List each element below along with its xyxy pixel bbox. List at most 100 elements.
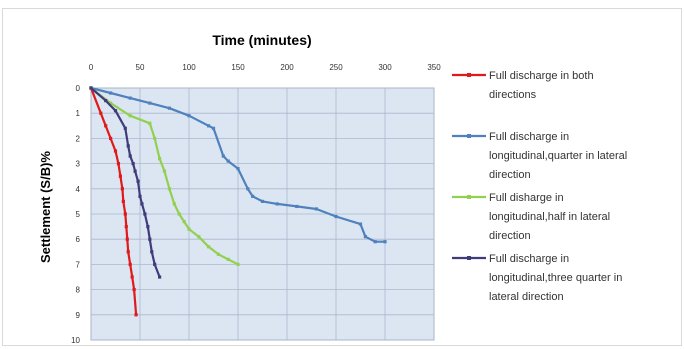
- data-point: [150, 250, 154, 254]
- legend-label: Full discharge in both: [489, 70, 594, 82]
- data-point: [167, 187, 171, 191]
- legend-marker: [467, 73, 471, 77]
- data-point: [158, 275, 162, 279]
- data-point: [130, 275, 134, 279]
- series-3: [89, 86, 240, 266]
- y-tick-label: 10: [71, 336, 80, 345]
- data-point: [236, 262, 240, 266]
- legend-entry: Full discharge in longitudinal,quarter in…: [452, 131, 627, 181]
- data-point: [126, 250, 130, 254]
- data-point: [124, 225, 128, 229]
- data-point: [118, 174, 122, 178]
- series-2: [89, 86, 387, 244]
- legend-marker: [467, 134, 471, 138]
- data-point: [134, 313, 138, 317]
- y-tick-label: 6: [76, 235, 81, 244]
- data-point: [383, 240, 387, 244]
- data-point: [363, 235, 367, 239]
- data-point: [251, 194, 255, 198]
- data-point: [125, 237, 129, 241]
- legend-label: Full discharge in: [489, 131, 569, 143]
- data-point: [207, 124, 211, 128]
- legend-label: direction: [489, 230, 531, 242]
- x-tick-label: 300: [378, 63, 392, 72]
- x-tick-label: 250: [329, 63, 343, 72]
- data-point: [148, 101, 152, 105]
- data-point: [126, 144, 130, 148]
- chart-title: Time (minutes): [212, 32, 311, 48]
- y-axis-label: Settlement (S/B)%: [38, 151, 53, 263]
- data-point: [358, 222, 363, 226]
- x-tick-label: 150: [231, 63, 245, 72]
- legend-label: Full disharge in: [489, 192, 564, 204]
- y-tick-label: 4: [76, 185, 81, 194]
- legend-marker: [467, 256, 471, 260]
- legend-label: longitudinal,three quarter in: [489, 272, 622, 284]
- data-point: [162, 169, 167, 173]
- data-point: [226, 257, 230, 261]
- data-point: [113, 109, 118, 113]
- data-point: [216, 252, 220, 256]
- data-point: [148, 237, 152, 241]
- data-point: [167, 106, 171, 110]
- legend-marker: [467, 195, 471, 199]
- data-point: [187, 114, 191, 118]
- data-point: [99, 111, 103, 115]
- legend-label: lateral direction: [489, 291, 564, 303]
- data-point: [182, 219, 186, 224]
- grid-lines: [90, 87, 435, 341]
- legend-label: directions: [489, 89, 537, 101]
- data-point: [146, 225, 150, 229]
- y-tick-label: 9: [76, 311, 81, 320]
- legend-entry: Full discharge in both directions: [452, 70, 594, 101]
- data-point: [104, 124, 108, 128]
- data-point: [143, 212, 147, 216]
- legend-label: longitudinal,quarter in lateral: [489, 150, 627, 162]
- y-axis-ticks: 0 1 2 3 4 5 6 7 8 9 10: [71, 84, 80, 345]
- series-line: [90, 86, 385, 243]
- data-point: [148, 121, 152, 125]
- data-point: [153, 136, 157, 140]
- y-tick-label: 8: [76, 286, 81, 295]
- data-point: [128, 114, 132, 118]
- series-layer: [89, 86, 387, 317]
- data-point: [123, 212, 127, 216]
- data-point: [177, 212, 181, 216]
- y-tick-label: 3: [76, 160, 81, 169]
- data-point: [109, 101, 113, 105]
- series-4: [89, 86, 162, 279]
- y-tick-label: 0: [76, 84, 81, 93]
- data-point: [132, 288, 136, 292]
- data-point: [120, 187, 124, 191]
- legend-label: Full discharge in: [489, 253, 569, 265]
- y-tick-label: 2: [76, 134, 81, 143]
- data-point: [207, 245, 211, 249]
- data-point: [187, 227, 191, 231]
- data-point: [136, 179, 140, 183]
- x-tick-label: 50: [136, 63, 145, 72]
- data-point: [123, 126, 127, 130]
- y-tick-label: 5: [76, 210, 81, 219]
- data-point: [246, 187, 250, 191]
- x-axis-ticks: 0 50 100 150 200 250 300 350: [89, 63, 441, 72]
- data-point: [128, 262, 132, 266]
- data-point: [109, 136, 113, 140]
- data-point: [121, 199, 125, 203]
- data-point: [153, 262, 157, 266]
- x-tick-label: 350: [427, 63, 441, 72]
- data-point: [275, 202, 279, 206]
- data-point: [113, 149, 118, 153]
- y-tick-label: 1: [76, 109, 81, 118]
- data-point: [133, 169, 137, 173]
- legend-entry: Full discharge in longitudinal,three quar…: [452, 253, 622, 303]
- data-point: [172, 202, 176, 206]
- data-point: [295, 204, 299, 209]
- legend-label: longitudinal,half in lateral: [489, 211, 610, 223]
- data-point: [226, 159, 230, 163]
- x-tick-label: 100: [182, 63, 196, 72]
- data-point: [140, 202, 144, 206]
- data-point: [236, 167, 240, 171]
